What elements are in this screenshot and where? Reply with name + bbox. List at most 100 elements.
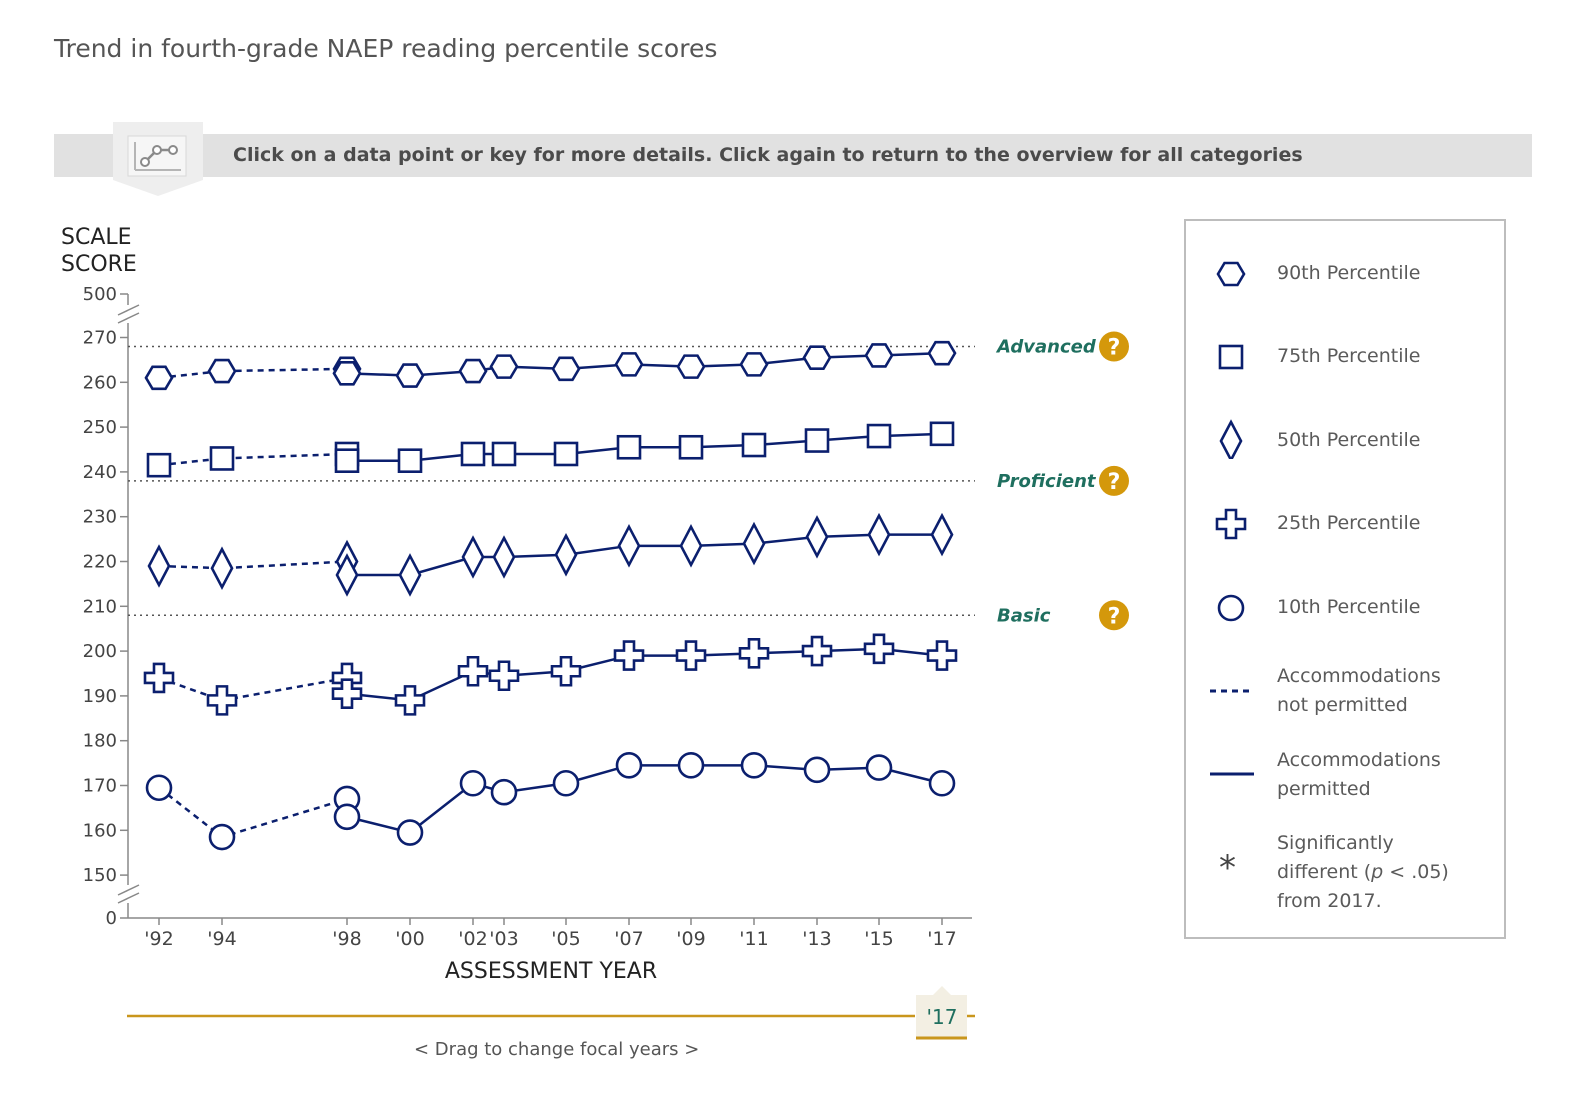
circle-marker[interactable]	[740, 752, 768, 779]
diamond-marker[interactable]	[679, 524, 703, 568]
hexagon-marker[interactable]	[551, 356, 581, 382]
hexagon-marker[interactable]	[207, 358, 237, 384]
axis-break-mark	[117, 312, 140, 324]
hexagon-marker[interactable]	[802, 345, 832, 370]
circle-marker[interactable]	[490, 778, 518, 806]
hexagon-marker[interactable]	[676, 354, 706, 379]
square-marker[interactable]	[866, 423, 892, 449]
diamond-marker[interactable]	[867, 512, 891, 557]
circle-marker[interactable]	[865, 754, 893, 781]
cross-marker[interactable]	[801, 635, 833, 667]
legend-item-label[interactable]: 50th Percentile	[1277, 429, 1421, 451]
square-marker[interactable]	[1218, 344, 1244, 370]
hexagon-marker[interactable]	[458, 358, 488, 384]
hexagon-icon	[1216, 261, 1246, 287]
square-marker[interactable]	[460, 441, 486, 467]
square-marker[interactable]	[616, 434, 642, 460]
y-tick-label: 190	[83, 686, 117, 707]
x-tick-label: '94	[207, 928, 236, 950]
svg-text:?: ?	[1108, 335, 1121, 360]
focal-year-slider[interactable]: '17	[127, 986, 975, 1040]
y-tick-label: 500	[83, 284, 117, 305]
x-tick-label: '15	[864, 928, 893, 950]
circle-marker[interactable]	[208, 823, 236, 851]
hexagon-marker[interactable]	[927, 340, 957, 366]
hexagon-marker[interactable]	[739, 352, 769, 377]
diamond-marker[interactable]	[210, 546, 234, 591]
diamond-marker[interactable]	[147, 544, 171, 588]
hexagon-marker[interactable]	[332, 361, 362, 386]
hexagon-marker[interactable]	[864, 343, 894, 368]
circle-marker[interactable]	[803, 756, 831, 784]
square-marker[interactable]	[397, 448, 423, 474]
circle-marker[interactable]	[552, 769, 580, 797]
y-axis-title-line1: SCALE	[61, 225, 132, 250]
square-marker[interactable]	[209, 446, 235, 471]
hexagon-marker[interactable]	[144, 365, 174, 391]
cross-marker[interactable]	[331, 678, 363, 709]
cross-marker[interactable]	[143, 662, 175, 694]
diamond-marker[interactable]	[617, 524, 641, 568]
cross-marker[interactable]	[457, 655, 489, 687]
x-tick-label: '13	[802, 928, 831, 950]
circle-marker[interactable]	[145, 774, 173, 802]
help-icon[interactable]: ?	[1099, 465, 1129, 496]
legend-item-label[interactable]: 90th Percentile	[1277, 262, 1421, 284]
square-marker[interactable]	[929, 421, 955, 447]
y-tick-label: 260	[83, 372, 117, 393]
hexagon-marker[interactable]	[489, 354, 519, 379]
cross-marker[interactable]	[675, 640, 707, 671]
circle-marker[interactable]	[333, 803, 361, 831]
y-tick-label: 180	[83, 731, 117, 752]
diamond-marker[interactable]	[335, 553, 359, 597]
square-marker[interactable]	[334, 448, 360, 474]
legend-item-label[interactable]: 10th Percentile	[1277, 596, 1421, 618]
cross-marker[interactable]	[738, 638, 770, 669]
axis-break-mark	[117, 304, 140, 316]
diamond-marker[interactable]	[461, 535, 485, 579]
legend-item-label[interactable]: 75th Percentile	[1277, 345, 1421, 367]
circle-marker[interactable]	[396, 819, 424, 846]
square-marker[interactable]	[678, 434, 704, 460]
y-tick-label: 240	[83, 462, 117, 483]
cross-marker[interactable]	[488, 660, 520, 692]
data-points[interactable]	[143, 340, 958, 851]
y-tick-label: 200	[83, 641, 117, 662]
instruction-banner	[54, 134, 1532, 177]
diamond-marker[interactable]	[398, 553, 422, 597]
slider-handle[interactable]: '17	[916, 986, 967, 1040]
square-marker[interactable]	[553, 441, 579, 467]
square-marker[interactable]	[146, 452, 172, 478]
help-icon[interactable]: ?	[1099, 331, 1129, 362]
cross-marker[interactable]	[926, 640, 958, 671]
cross-marker[interactable]	[550, 655, 582, 687]
circle-marker[interactable]	[459, 769, 487, 797]
hexagon-marker[interactable]	[614, 352, 644, 377]
diamond-marker[interactable]	[554, 532, 578, 577]
diamond-marker[interactable]	[805, 515, 829, 559]
diamond-marker[interactable]	[742, 521, 766, 566]
cross-marker[interactable]	[1215, 508, 1247, 540]
diamond-icon	[1219, 419, 1243, 459]
legend-item-label[interactable]: 25th Percentile	[1277, 512, 1421, 534]
diamond-marker[interactable]	[930, 512, 954, 557]
cross-marker[interactable]	[613, 640, 645, 671]
legend-sig-line2: different (p < .05)	[1277, 861, 1449, 883]
hexagon-marker[interactable]	[1216, 261, 1246, 287]
square-marker[interactable]	[491, 441, 517, 467]
cross-marker[interactable]	[863, 633, 895, 665]
diamond-marker[interactable]	[1219, 419, 1243, 459]
cross-marker[interactable]	[394, 685, 426, 716]
legend-permitted-label[interactable]: Accommodations permitted	[1277, 746, 1497, 804]
circle-marker[interactable]	[615, 752, 643, 779]
circle-marker[interactable]	[1217, 594, 1245, 622]
hexagon-marker[interactable]	[395, 363, 425, 388]
circle-marker[interactable]	[677, 752, 705, 779]
legend-not-permitted-label[interactable]: Accommodations not permitted	[1277, 662, 1497, 720]
circle-marker[interactable]	[928, 769, 956, 797]
diamond-marker[interactable]	[492, 535, 516, 579]
help-icon[interactable]: ?	[1099, 600, 1129, 631]
square-marker[interactable]	[741, 432, 767, 458]
cross-marker[interactable]	[206, 685, 238, 716]
square-marker[interactable]	[804, 428, 830, 453]
